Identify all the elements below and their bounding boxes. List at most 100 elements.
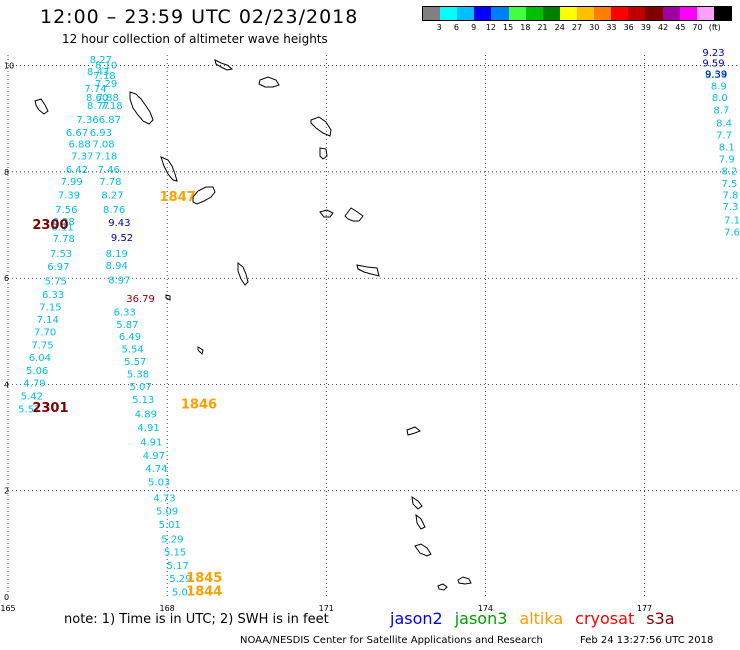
color-swatch	[474, 7, 492, 20]
wave-height-label: 7.78	[53, 234, 75, 245]
satellite-cryosat: cryosat	[575, 609, 635, 628]
wave-height-label: 7.46	[98, 165, 120, 176]
wave-height-label: 5.01	[159, 520, 181, 531]
island	[310, 116, 332, 137]
wave-height-label: 5.87	[116, 320, 138, 331]
wave-height-label: 8.9	[711, 82, 727, 93]
lat-lon-grid: 165 168 171 174 177 10 8 6 4 2 0	[0, 55, 740, 613]
wave-height-label: 5.13	[132, 395, 154, 406]
island	[406, 426, 421, 436]
wave-height-label: 7.53	[50, 249, 72, 260]
map-subtitle: 12 hour collection of altimeter wave hei…	[62, 32, 328, 46]
wave-height-label: 5.01	[172, 587, 194, 598]
wave-height-label: 7.5	[721, 179, 737, 190]
longitude-tick-label: 168	[159, 604, 174, 613]
wave-height-label: 7.70	[34, 328, 56, 339]
color-scale-label: 45	[675, 23, 686, 32]
wave-height-label: 5.42	[21, 391, 43, 402]
wave-height-label: 7.99	[61, 177, 83, 188]
wave-height-label: 6.93	[90, 128, 112, 139]
island	[356, 264, 380, 277]
color-scale-label: 21	[537, 23, 548, 32]
wave-height-label: 7.78	[99, 177, 121, 188]
wave-height-label: 4.73	[153, 493, 175, 504]
island	[237, 261, 249, 286]
color-scale-swatches	[422, 6, 732, 21]
satellite-s3a: s3a	[646, 609, 675, 628]
island	[411, 495, 423, 510]
wave-height-label: 8.10	[95, 60, 117, 71]
wave-height-label: 5.29	[169, 574, 191, 585]
latitude-tick-label: 0	[4, 593, 9, 602]
wave-height-label: 5.75	[45, 277, 67, 288]
pass-time-label: 1846	[181, 397, 217, 412]
color-scale-label: 39	[640, 23, 651, 32]
longitude-tick-label: 174	[478, 604, 493, 613]
wave-height-label: 5.29	[161, 534, 183, 545]
wave-height-label: 4.74	[145, 464, 167, 475]
wave-height-label: 5.54	[122, 345, 144, 356]
color-scale-label: 9	[471, 23, 477, 32]
wave-height-label: 7.9	[719, 154, 735, 165]
color-swatch	[696, 7, 714, 20]
color-swatch	[713, 7, 731, 20]
wave-height-label: 5.57	[124, 357, 146, 368]
latitude-tick-label: 2	[4, 487, 9, 496]
island	[160, 156, 178, 182]
latitude-tick-label: 10	[4, 62, 14, 71]
wave-height-label: 5.09	[156, 507, 178, 518]
satellite-legend: jason2 jason3 altika cryosat s3a	[390, 609, 687, 628]
wave-height-label: 4.79	[23, 379, 45, 390]
island	[414, 543, 432, 557]
wave-height-label: 6.33	[114, 307, 136, 318]
island	[437, 583, 448, 591]
wave-height-color-scale: 3 6 9 12 15 18 21 24 27 30 33 36 39 42 45 70 (ft)	[422, 6, 732, 35]
wave-height-label: 7.08	[92, 139, 114, 150]
wave-height-label: 7.29	[95, 79, 117, 90]
wave-height-label: 6.33	[42, 290, 64, 301]
satellite-altika: altika	[519, 609, 564, 628]
wave-height-label: 7.75	[31, 340, 53, 351]
longitude-tick-label: 165	[0, 604, 15, 613]
color-swatch	[457, 7, 475, 20]
wave-height-label: 7.3	[722, 202, 738, 213]
island	[319, 147, 328, 160]
color-swatch	[576, 7, 595, 20]
wave-height-label: 6.42	[66, 165, 88, 176]
latitude-tick-label: 8	[4, 168, 9, 177]
color-scale-label: (ft)	[708, 23, 721, 32]
wave-height-label: 8.54	[705, 70, 727, 81]
wave-height-label: 7.74	[84, 84, 106, 95]
wave-height-label: 8.0	[712, 93, 728, 104]
color-swatch	[594, 7, 612, 20]
latitude-tick-label: 6	[4, 274, 9, 283]
island	[34, 98, 49, 115]
wave-height-label: 8.11	[52, 222, 74, 233]
color-scale-label: 33	[606, 23, 617, 32]
island	[192, 186, 216, 205]
wave-height-labels: 8.278.108.437.187.297.748.607.888.777.18…	[18, 48, 740, 598]
wave-height-label: 7.37	[71, 152, 93, 163]
color-swatch	[679, 7, 697, 20]
color-scale-label: 15	[503, 23, 514, 32]
wave-height-label: 6.87	[99, 115, 121, 126]
color-scale-label: 27	[571, 23, 583, 32]
wave-height-label: 6.67	[66, 128, 88, 139]
color-swatch	[628, 7, 646, 20]
wave-height-label: 6.97	[47, 262, 69, 273]
pass-time-label: 1845	[186, 571, 222, 586]
wave-height-label: 8.7	[713, 105, 729, 116]
wave-height-label: 6.88	[68, 139, 90, 150]
wave-height-label: 5.03	[148, 477, 170, 488]
pass-time-label: 2301	[32, 401, 68, 416]
color-swatch	[440, 7, 458, 20]
longitude-tick-label: 171	[319, 604, 334, 613]
wave-height-label: 7.18	[100, 101, 122, 112]
color-scale-label: 42	[658, 23, 669, 32]
island	[165, 294, 171, 301]
wave-height-label: 8.4	[716, 119, 732, 130]
color-swatch	[491, 7, 509, 20]
color-scale-label: 70	[692, 23, 703, 32]
wave-height-label: 8.28	[53, 217, 75, 228]
